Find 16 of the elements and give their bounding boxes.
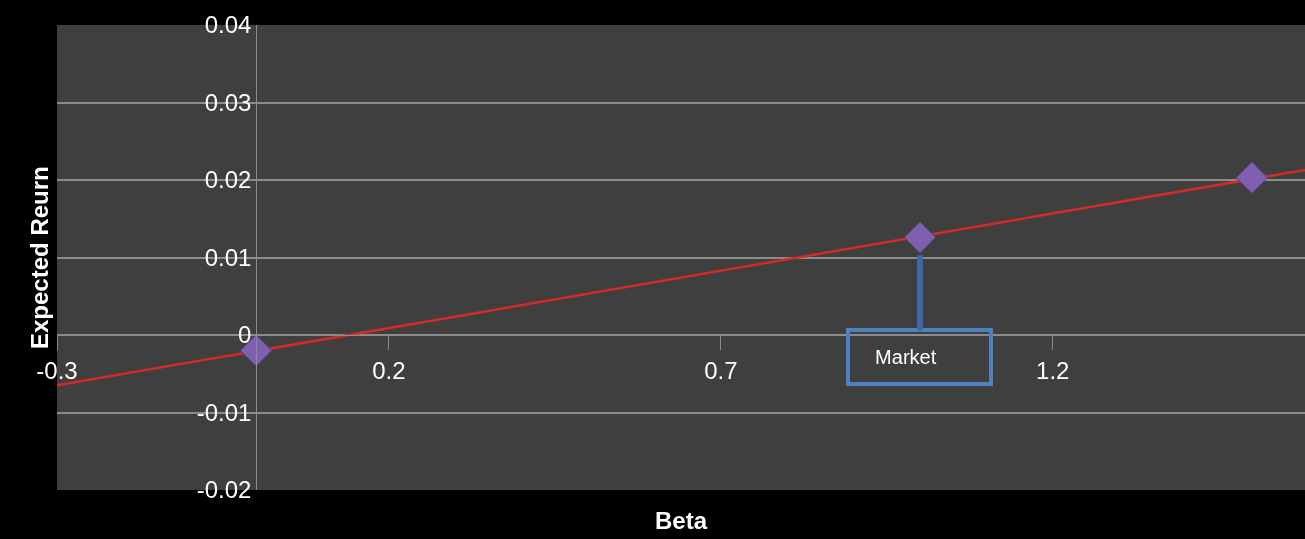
- y-axis-title: Expected Reurn: [26, 166, 53, 349]
- y-tick-label: -0.02: [196, 476, 252, 504]
- y-tick-label: 0.04: [204, 11, 252, 39]
- y-tick-label: 0.02: [204, 166, 252, 194]
- x-tick-label: 1.2: [1036, 356, 1070, 384]
- point: [903, 221, 937, 254]
- x-tick-label: 0.2: [372, 356, 406, 384]
- y-tick-label: 0.01: [204, 243, 252, 271]
- point: [1235, 161, 1268, 194]
- x-tick-label: -0.3: [36, 356, 78, 384]
- x-axis-title: Beta: [655, 507, 708, 534]
- y-tick-label: -0.01: [196, 398, 252, 426]
- y-tick-label: 0.03: [204, 88, 252, 116]
- x-tick-label: 0.7: [704, 356, 738, 384]
- y-tick-label: 0: [237, 321, 252, 349]
- annotation: Market: [864, 346, 976, 368]
